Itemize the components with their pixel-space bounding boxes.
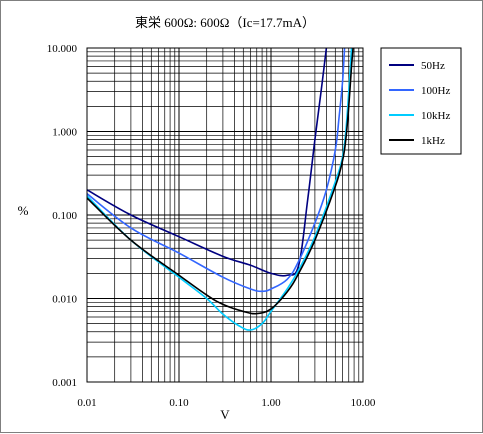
series-lines: [87, 48, 354, 331]
legend-label-10khz: 10kHz: [421, 110, 450, 122]
y-tick-labels: 10.000 1.000 0.100 0.010 0.001: [47, 43, 78, 389]
series-line-1khz: [87, 48, 354, 315]
legend: 50Hz 100Hz 10kHz 1kHz: [380, 47, 462, 155]
series-line-100hz: [87, 48, 346, 293]
x-tick-labels: 0.01 0.10 1.00 10.00: [77, 397, 376, 409]
y-tick-label: 1.000: [52, 127, 77, 139]
series-line-50hz: [87, 48, 328, 277]
legend-label-1khz: 1kHz: [421, 135, 445, 147]
y-tick-label: 0.001: [52, 377, 77, 389]
y-tick-label: 0.010: [52, 294, 77, 306]
series-line-10khz: [87, 48, 353, 331]
y-tick-label: 10.000: [47, 43, 78, 55]
x-tick-label: 10.00: [351, 397, 376, 409]
chart-title: 東栄 600Ω: 600Ω（Ic=17.7mA）: [135, 15, 315, 30]
grid: [87, 48, 363, 382]
x-axis-label: V: [220, 407, 230, 422]
legend-label-50hz: 50Hz: [421, 60, 445, 72]
x-tick-label: 1.00: [261, 397, 281, 409]
y-axis-label: %: [18, 203, 29, 218]
y-tick-label: 0.100: [52, 210, 77, 222]
x-tick-label: 0.10: [169, 397, 189, 409]
plot-border: [86, 47, 364, 383]
legend-label-100hz: 100Hz: [421, 85, 450, 97]
x-tick-label: 0.01: [77, 397, 96, 409]
